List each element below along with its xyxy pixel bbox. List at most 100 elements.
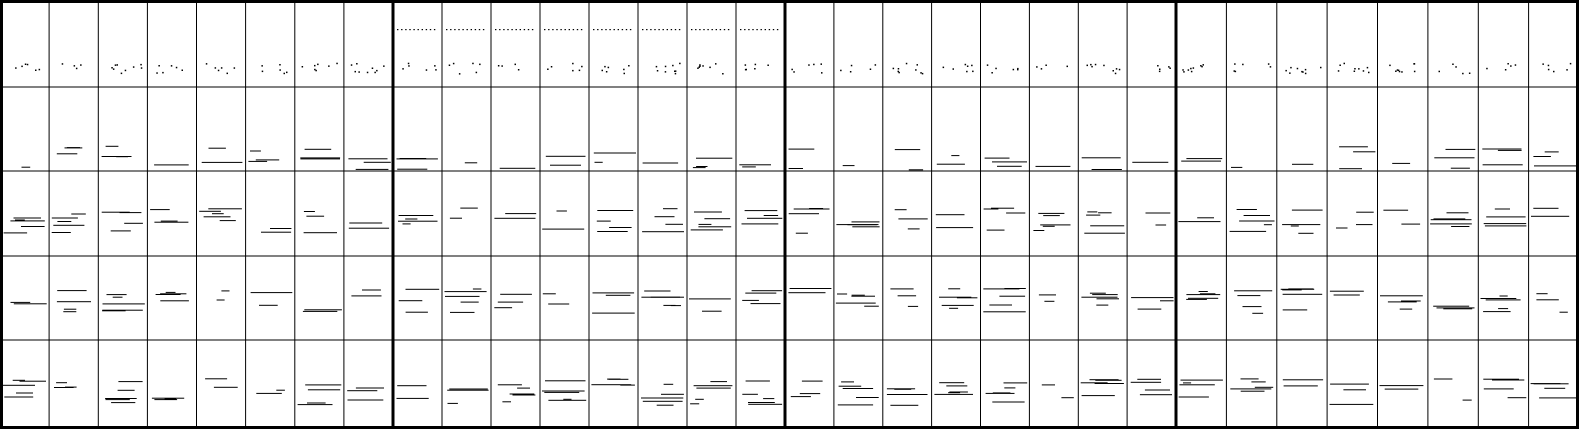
note-dot [702,65,704,67]
note-dot [971,64,973,67]
note-dot [120,72,123,75]
note [1038,294,1056,296]
note [1240,378,1259,380]
note [1499,295,1508,297]
note-dot [695,29,697,31]
note [1392,162,1411,164]
note [1181,160,1221,162]
note [1061,397,1074,399]
note-dot [501,65,503,67]
note-dot [621,29,624,31]
note [842,388,874,389]
note [1081,157,1121,159]
note-dot [407,62,410,65]
note [1283,385,1318,387]
note [500,293,532,295]
note [597,210,634,211]
note-dot [358,71,360,73]
note [1433,378,1453,380]
note-dot [1159,68,1161,70]
note [63,311,77,313]
note [605,294,631,296]
note [1006,212,1026,214]
note [460,207,478,209]
note-dot [601,29,603,31]
note [1292,163,1314,165]
note [101,211,130,213]
note-dot [429,29,432,31]
note-dot [723,29,726,31]
note-dot [1115,68,1118,70]
note-dot [552,29,554,31]
note-dot [80,64,82,66]
note-dot [776,29,779,31]
note-dot [698,66,700,68]
note-dot [664,65,667,68]
note [199,210,221,212]
note-dot [73,65,76,67]
note [983,311,1026,313]
note-dot [233,67,236,69]
note-dot [214,67,217,69]
note-dot [793,71,795,73]
note-dot [261,65,263,67]
note [985,392,1015,394]
note [1483,223,1527,225]
note [1483,378,1519,380]
note-dot [550,66,553,68]
note [270,228,292,229]
note-dot [1290,66,1292,69]
note-dot [547,68,549,70]
note [405,288,440,290]
note [102,309,143,311]
note [363,161,391,163]
note-dot [581,65,583,68]
note [154,164,189,166]
note-dot [112,68,115,70]
note [799,393,821,395]
note-dot [1462,72,1464,75]
note [542,293,556,295]
note [13,217,41,219]
note [747,217,783,219]
note-dot [607,66,610,69]
note [1042,225,1055,227]
note [1035,165,1071,167]
note-dot [1514,64,1517,66]
note [1180,379,1223,381]
note [1252,312,1264,314]
note [864,305,879,307]
note-dot [764,29,766,31]
note-dot [850,64,853,67]
note [609,227,632,228]
note-dot [482,29,485,31]
note-dot [531,29,534,31]
note [692,167,706,169]
note [644,290,671,292]
note [1343,389,1366,391]
note [1539,397,1577,399]
note-dot [1192,67,1195,69]
note [51,217,78,219]
note-dot [1296,67,1299,70]
note [991,207,1015,209]
note [517,387,530,389]
note [1383,209,1409,211]
note [851,294,865,296]
note [1239,220,1275,222]
note-dot [519,29,521,31]
note [1254,386,1274,388]
note [545,155,586,157]
note [155,294,181,295]
note [1098,212,1112,214]
note-dot [623,72,625,75]
note [118,381,143,383]
note [936,163,965,165]
note [939,296,972,298]
note-dot [722,73,724,75]
note-dot [458,73,461,75]
note [348,158,388,160]
note [744,210,778,212]
note [1544,151,1559,153]
